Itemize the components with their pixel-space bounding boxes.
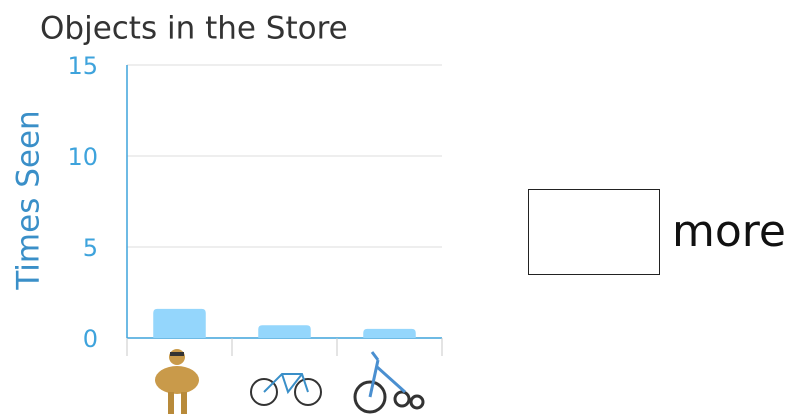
y-tick-label: 15	[67, 52, 98, 80]
bar	[258, 325, 311, 338]
answer-input[interactable]	[528, 189, 660, 275]
bar	[363, 328, 416, 338]
answer-label: more	[672, 206, 786, 257]
y-tick-label: 0	[83, 325, 98, 353]
strongman-icon	[155, 349, 199, 414]
tricycle-icon	[353, 351, 425, 414]
y-tick-label: 5	[83, 234, 98, 262]
y-axis-label: Times Seen	[11, 110, 47, 290]
bicycle-icon	[250, 373, 322, 406]
bar	[153, 308, 206, 338]
y-tick-label: 10	[67, 143, 98, 171]
chart-title: Objects in the Store	[40, 11, 348, 47]
